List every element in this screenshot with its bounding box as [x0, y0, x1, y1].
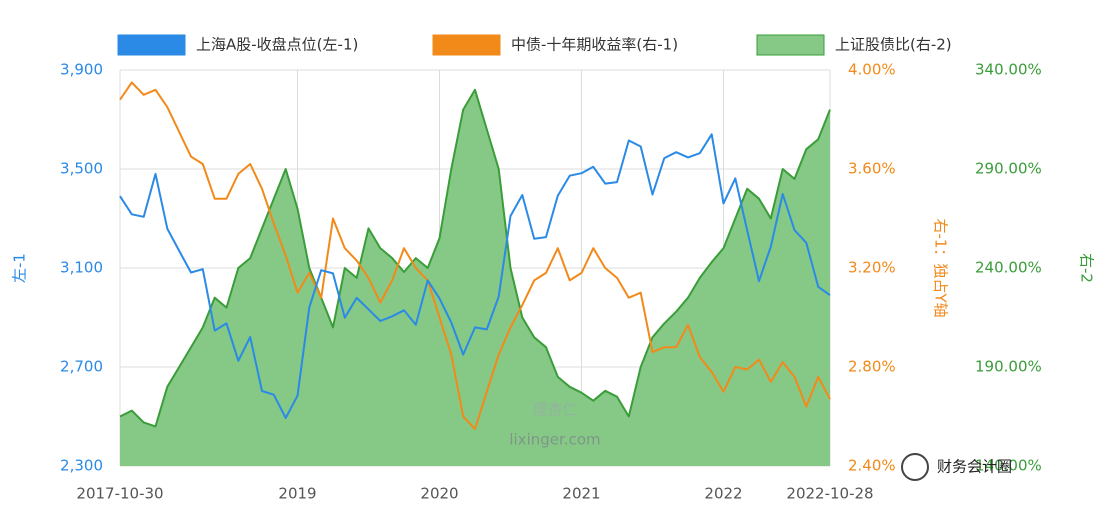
y-tick-label: 2,700 [60, 358, 103, 376]
y3-tick-label: 190.00% [975, 358, 1042, 376]
x-tick-label: 2020 [420, 485, 458, 503]
y2-tick-label: 3.20% [848, 259, 896, 277]
y2-tick-label: 2.80% [848, 358, 896, 376]
y-tick-label: 3,900 [60, 61, 103, 79]
legend-swatch [756, 34, 825, 56]
x-tick-label: 2022-10-28 [786, 485, 873, 503]
y2-tick-label: 2.40% [848, 457, 896, 475]
y3-tick-label: 140.00% [975, 457, 1042, 475]
y3-tick-label: 240.00% [975, 259, 1042, 277]
legend-swatch [117, 34, 186, 56]
watermark: 理杏仁 [532, 401, 577, 419]
legend-label: 中债-十年期收益率(右-1) [511, 36, 678, 54]
line [119, 133, 831, 419]
y3-tick-label: 340.00% [975, 61, 1042, 79]
watermark: lixinger.com [509, 431, 600, 449]
legend-swatch [432, 34, 501, 56]
x-tick-label: 2017-10-30 [76, 485, 163, 503]
y2-tick-label: 3.60% [848, 160, 896, 178]
line [119, 81, 831, 430]
x-tick-label: 2021 [562, 485, 600, 503]
y2-axis-title: 右-1：独占Y轴 [932, 218, 950, 317]
wechat-icon [901, 453, 929, 481]
y2-tick-label: 4.00% [848, 61, 896, 79]
y-tick-label: 3,100 [60, 259, 103, 277]
y3-axis-title: 右-2 [1078, 253, 1096, 283]
legend-label: 上证股债比(右-2) [835, 36, 952, 54]
y-tick-label: 2,300 [60, 457, 103, 475]
area [120, 89, 830, 467]
y-tick-label: 3,500 [60, 160, 103, 178]
y3-tick-label: 290.00% [975, 160, 1042, 178]
line [119, 88, 831, 428]
watermark: 财务会计圈 [937, 458, 1012, 476]
legend-label: 上海A股-收盘点位(左-1) [196, 36, 358, 54]
x-tick-label: 2022 [704, 485, 742, 503]
x-tick-label: 2019 [278, 485, 316, 503]
y-axis-title: 左-1 [11, 253, 29, 283]
